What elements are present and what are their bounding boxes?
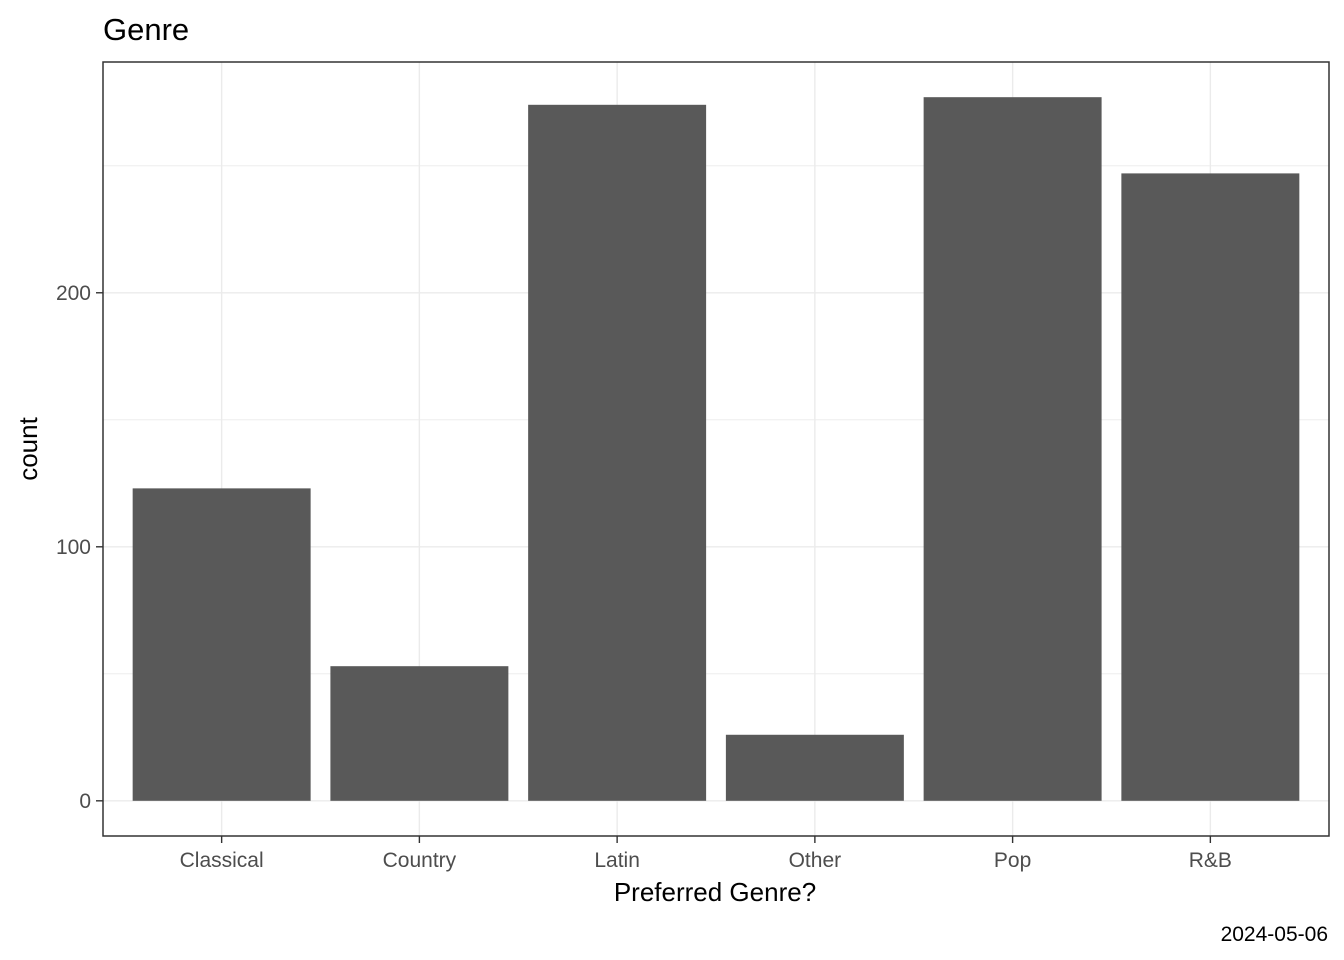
x-tick-label: Latin (594, 849, 640, 872)
bar-classical (132, 488, 311, 801)
bar-latin (528, 104, 707, 801)
chart-caption: 2024-05-06 (1221, 923, 1328, 946)
y-tick-label: 0 (79, 790, 91, 813)
bars (132, 97, 1300, 801)
x-axis-title: Preferred Genre? (614, 877, 816, 907)
panel-border (102, 61, 1330, 837)
y-axis-title: count (13, 416, 43, 480)
x-tick-label: Other (789, 849, 842, 872)
y-axis: 0 100 200 (56, 282, 103, 813)
chart-title: Genre (103, 12, 189, 47)
x-tick-label: Pop (994, 849, 1031, 872)
bar-pop (923, 97, 1102, 801)
bar-other (725, 734, 904, 801)
y-tick-label: 200 (56, 282, 91, 305)
y-tick-label: 100 (56, 536, 91, 559)
bar-country (330, 666, 509, 801)
x-tick-label: Country (383, 849, 457, 872)
x-tick-label: R&B (1189, 849, 1232, 872)
bar-r-b (1121, 173, 1300, 801)
x-tick-label: Classical (180, 849, 264, 872)
x-axis: Classical Country Latin Other Pop R&B (180, 836, 1232, 872)
